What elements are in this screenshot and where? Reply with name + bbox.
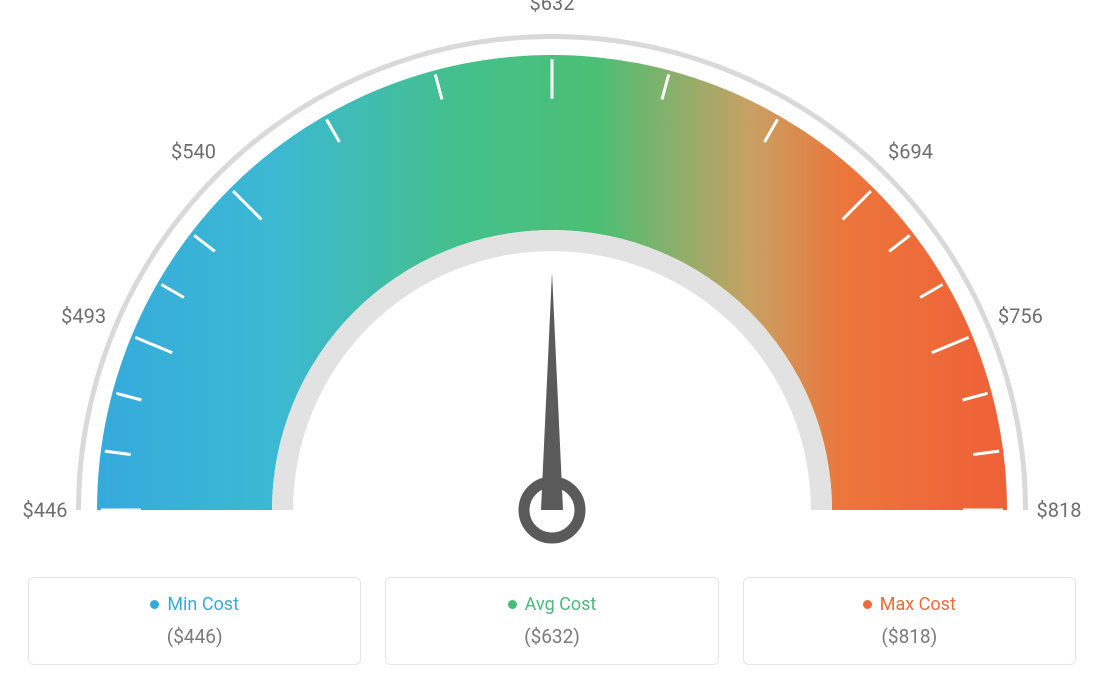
legend-card-min: Min Cost ($446): [28, 577, 361, 665]
legend-dot-max: [863, 600, 872, 609]
svg-text:$818: $818: [1037, 498, 1082, 522]
svg-text:$493: $493: [61, 304, 106, 328]
legend-value-min: ($446): [41, 625, 348, 648]
legend-value-avg: ($632): [398, 625, 705, 648]
svg-text:$632: $632: [530, 0, 575, 15]
legend-card-avg: Avg Cost ($632): [385, 577, 718, 665]
svg-text:$540: $540: [171, 139, 216, 163]
legend-label-avg: Avg Cost: [525, 594, 597, 615]
legend-title-min: Min Cost: [150, 594, 239, 615]
legend-value-max: ($818): [756, 625, 1063, 648]
legend-title-avg: Avg Cost: [508, 594, 597, 615]
legend-dot-avg: [508, 600, 517, 609]
legend-title-max: Max Cost: [863, 594, 956, 615]
legend-card-max: Max Cost ($818): [743, 577, 1076, 665]
svg-text:$694: $694: [888, 139, 933, 163]
legend-dot-min: [150, 600, 159, 609]
svg-text:$756: $756: [998, 304, 1043, 328]
gauge-chart: $446 $493 $540 $632 $694 $756 $818: [0, 0, 1104, 565]
legend-row: Min Cost ($446) Avg Cost ($632) Max Cost…: [0, 577, 1104, 665]
svg-text:$446: $446: [23, 498, 68, 522]
legend-label-min: Min Cost: [167, 594, 239, 615]
legend-label-max: Max Cost: [880, 594, 956, 615]
gauge-svg: $446 $493 $540 $632 $694 $756 $818: [0, 0, 1104, 565]
